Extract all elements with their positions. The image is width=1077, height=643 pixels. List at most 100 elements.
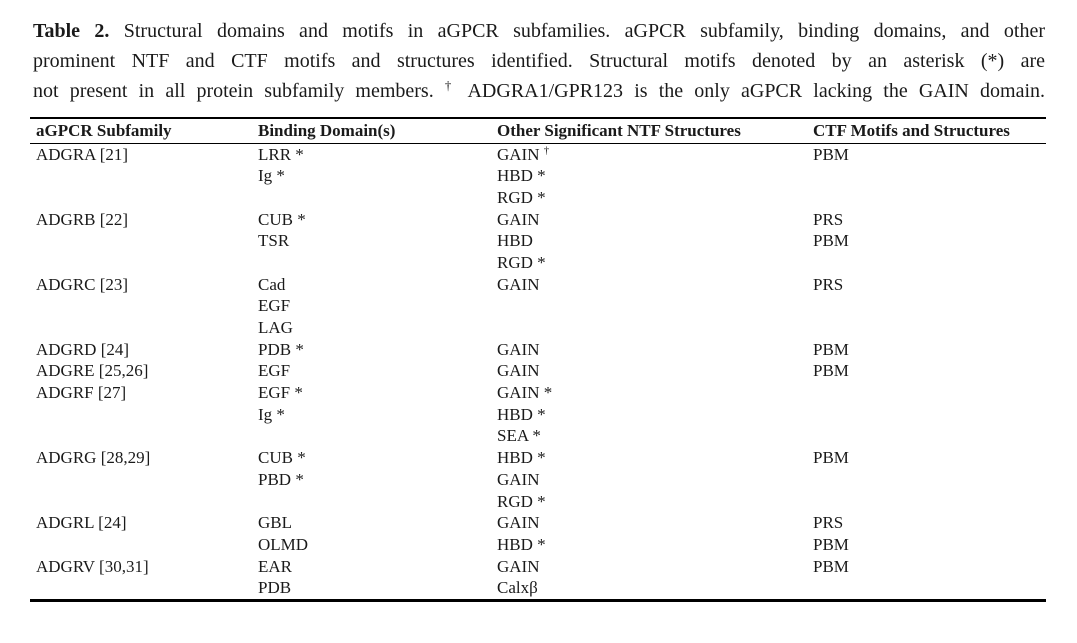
table-cell bbox=[30, 534, 258, 556]
table-cell bbox=[30, 404, 258, 426]
table-cell bbox=[30, 187, 258, 209]
table-cell: GAIN * bbox=[497, 383, 553, 403]
table-cell: PBM bbox=[813, 534, 849, 554]
table-row: PDB Calxβ bbox=[30, 577, 1046, 599]
caption-text: Structural domains and motifs in aGPCR s… bbox=[109, 20, 1045, 42]
caption-line: not present in all protein subfamily mem… bbox=[33, 78, 1046, 102]
table-cell: ADGRG [28,29] bbox=[36, 448, 151, 468]
table-cell: EGF bbox=[258, 296, 291, 316]
table-cell: GAIN bbox=[497, 274, 540, 294]
table-cell: ADGRB [22] bbox=[36, 209, 129, 229]
table-cell bbox=[813, 469, 1046, 491]
table-cell: GAIN bbox=[497, 469, 540, 489]
table-header-row: aGPCR Subfamily Binding Domain(s) Other … bbox=[30, 119, 1046, 144]
table-cell: Cad bbox=[258, 274, 286, 294]
table-row: EGF bbox=[30, 295, 1046, 317]
table-body: ADGRA [21] LRR * GAIN † PBM Ig * HBD * RGD * AD… bbox=[30, 144, 1046, 599]
table-cell: EGF bbox=[258, 361, 291, 381]
table-row: Ig * HBD * bbox=[30, 404, 1046, 426]
table-cell bbox=[30, 469, 258, 491]
table-row: RGD * bbox=[30, 491, 1046, 513]
table-cell: PBD * bbox=[258, 469, 304, 489]
table-cell: GBL bbox=[258, 513, 292, 533]
table-row: ADGRV [30,31] EAR GAIN PBM bbox=[30, 556, 1046, 578]
header-cell-ctf-motifs: CTF Motifs and Structures bbox=[813, 121, 1010, 140]
table-cell: PRS bbox=[813, 274, 844, 294]
table-cell bbox=[813, 295, 1046, 317]
table-cell bbox=[813, 404, 1046, 426]
table-row: ADGRD [24] PDB * GAIN PBM bbox=[30, 339, 1046, 361]
table-row: OLMD HBD * PBM bbox=[30, 534, 1046, 556]
table-cell: ADGRC [23] bbox=[36, 274, 129, 294]
caption-label: Table 2. bbox=[33, 20, 110, 42]
table-cell: PRS bbox=[813, 513, 844, 533]
table-cell: PBM bbox=[813, 339, 849, 359]
table-cell bbox=[813, 252, 1046, 274]
table-cell: HBD bbox=[497, 231, 533, 251]
table-cell: RGD * bbox=[497, 252, 546, 272]
table-cell bbox=[30, 165, 258, 187]
table-cell: PDB bbox=[258, 578, 292, 598]
table-cell: SEA * bbox=[497, 426, 541, 446]
data-table: aGPCR Subfamily Binding Domain(s) Other … bbox=[30, 117, 1046, 602]
table-row: Ig * HBD * bbox=[30, 165, 1046, 187]
table-cell bbox=[258, 187, 497, 209]
header-cell-binding-domains: Binding Domain(s) bbox=[258, 121, 396, 140]
table-cell: OLMD bbox=[258, 534, 309, 554]
table-cell: HBD * bbox=[497, 404, 546, 424]
table-cell bbox=[30, 252, 258, 274]
table-cell: Calxβ bbox=[497, 578, 538, 598]
table-cell: RGD * bbox=[497, 187, 546, 207]
table-row: ADGRE [25,26] EGF GAIN PBM bbox=[30, 360, 1046, 382]
table-row: ADGRL [24] GBL GAIN PRS bbox=[30, 512, 1046, 534]
table-cell: PDB * bbox=[258, 339, 304, 359]
header-cell-subfamily: aGPCR Subfamily bbox=[36, 121, 172, 140]
table-cell: HBD * bbox=[497, 534, 546, 554]
table-cell bbox=[30, 577, 258, 599]
table-cell bbox=[813, 317, 1046, 339]
table-cell: ADGRL [24] bbox=[36, 513, 127, 533]
table-cell bbox=[813, 165, 1046, 187]
table-cell bbox=[30, 317, 258, 339]
caption-line: prominent NTF and CTF motifs and structu… bbox=[33, 50, 1045, 72]
table-cell: Ig * bbox=[258, 404, 285, 424]
table-cell: PBM bbox=[813, 361, 849, 381]
table-row: ADGRF [27] EGF * GAIN * bbox=[30, 382, 1046, 404]
table-row: ADGRB [22] CUB * GAIN PRS bbox=[30, 209, 1046, 231]
table-row: RGD * bbox=[30, 252, 1046, 274]
table-cell: PBM bbox=[813, 448, 849, 468]
table-cell: RGD * bbox=[497, 491, 546, 511]
table-cell bbox=[497, 295, 813, 317]
table-cell: ADGRF [27] bbox=[36, 383, 127, 403]
header-cell-ntf-structures: Other Significant NTF Structures bbox=[497, 121, 741, 140]
table-cell: GAIN bbox=[497, 513, 540, 533]
table-cell: ADGRA [21] bbox=[36, 144, 129, 164]
table-cell: CUB * bbox=[258, 209, 306, 229]
table-cell: GAIN bbox=[497, 209, 540, 229]
table-cell bbox=[30, 230, 258, 252]
caption-line: Table 2. Structural domains and motifs i… bbox=[33, 16, 1045, 46]
table-cell bbox=[813, 382, 1046, 404]
table-cell: PBM bbox=[813, 556, 849, 576]
table-cell: HBD * bbox=[497, 166, 546, 186]
table-cell: GAIN bbox=[497, 556, 540, 576]
table-cell: PRS bbox=[813, 209, 844, 229]
table-cell bbox=[813, 187, 1046, 209]
table-cell bbox=[30, 295, 258, 317]
table-cell: CUB * bbox=[258, 448, 306, 468]
table-cell bbox=[813, 425, 1046, 447]
table-cell: ADGRV [30,31] bbox=[36, 556, 149, 576]
table-cell: GAIN † bbox=[497, 143, 550, 164]
table-cell bbox=[258, 252, 497, 274]
table-row: ADGRA [21] LRR * GAIN † PBM bbox=[30, 144, 1046, 166]
table-cell: GAIN bbox=[497, 361, 540, 381]
table-cell bbox=[813, 577, 1046, 599]
table-cell bbox=[497, 317, 813, 339]
table-cell: TSR bbox=[258, 231, 290, 251]
table-cell: LRR * bbox=[258, 144, 304, 164]
table-cell bbox=[258, 491, 497, 513]
table-cell: ADGRE [25,26] bbox=[36, 361, 149, 381]
table-cell: ADGRD [24] bbox=[36, 339, 130, 359]
table-row: RGD * bbox=[30, 187, 1046, 209]
